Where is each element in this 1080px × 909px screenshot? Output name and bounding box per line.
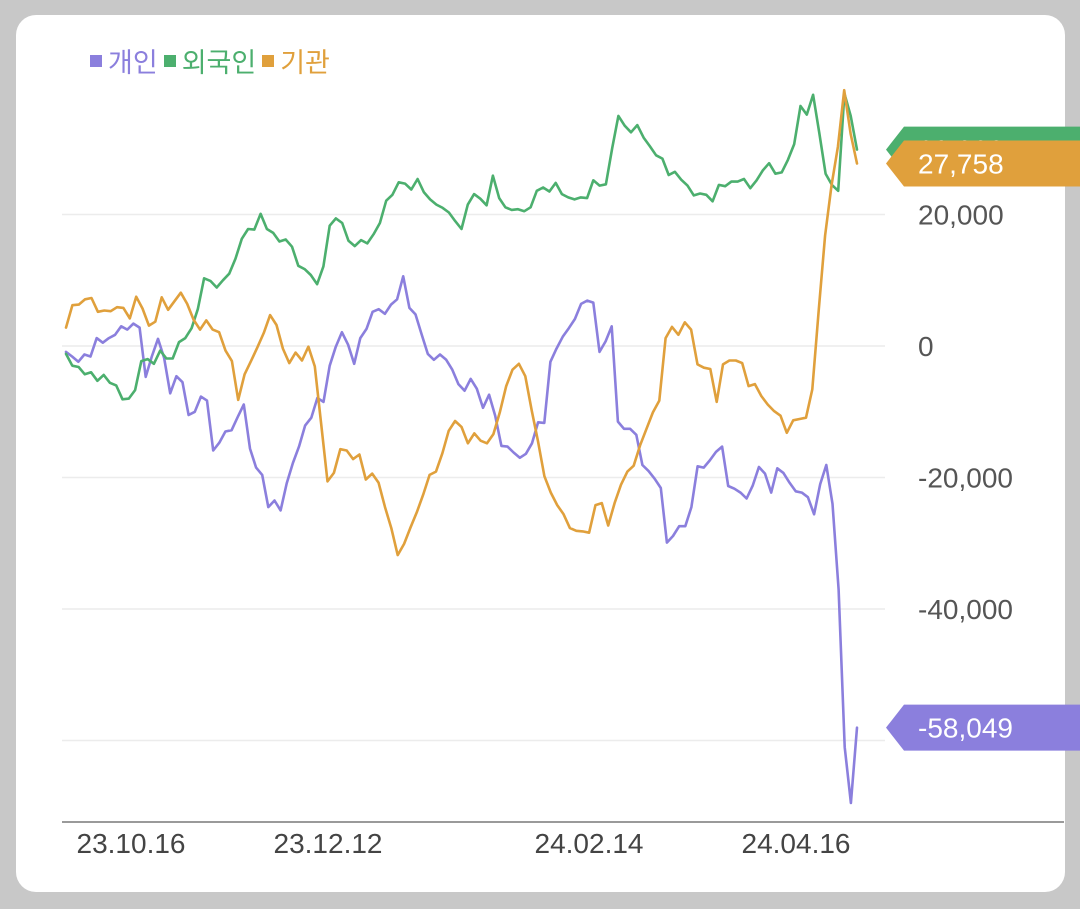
legend-item-institution[interactable]: 기관 <box>262 41 330 80</box>
x-tick-label: 23.10.16 <box>77 828 186 859</box>
last-value-label-institution: 27,758 <box>918 148 1004 179</box>
series-line-individual <box>64 274 859 805</box>
legend-label-institution: 기관 <box>280 48 330 79</box>
y-tick-label: -20,000 <box>918 463 1013 494</box>
last-value-label-individual: -58,049 <box>918 713 1013 744</box>
legend-item-foreign[interactable]: 외국인 <box>163 41 257 80</box>
legend: 개인 외국인 기관 <box>90 41 330 80</box>
last-value-tag-individual <box>886 704 1080 751</box>
x-tick-label: 23.12.12 <box>274 828 383 859</box>
y-tick-label: -40,000 <box>918 594 1013 625</box>
y-tick-label: 0 <box>918 331 934 362</box>
legend-swatch-foreign <box>163 54 176 67</box>
legend-label-individual: 개인 <box>108 48 158 79</box>
y-tick-label: 20,000 <box>918 200 1004 231</box>
x-tick-label: 24.02.14 <box>535 828 644 859</box>
series-line-foreign <box>64 92 859 401</box>
series-line-institution <box>64 88 859 557</box>
legend-item-individual[interactable]: 개인 <box>90 41 158 80</box>
legend-swatch-individual <box>90 54 102 67</box>
legend-label-foreign: 외국인 <box>181 48 257 79</box>
legend-swatch-institution <box>262 54 275 67</box>
last-value-tag-institution <box>886 140 1080 187</box>
x-tick-label: 24.04.16 <box>742 828 851 859</box>
